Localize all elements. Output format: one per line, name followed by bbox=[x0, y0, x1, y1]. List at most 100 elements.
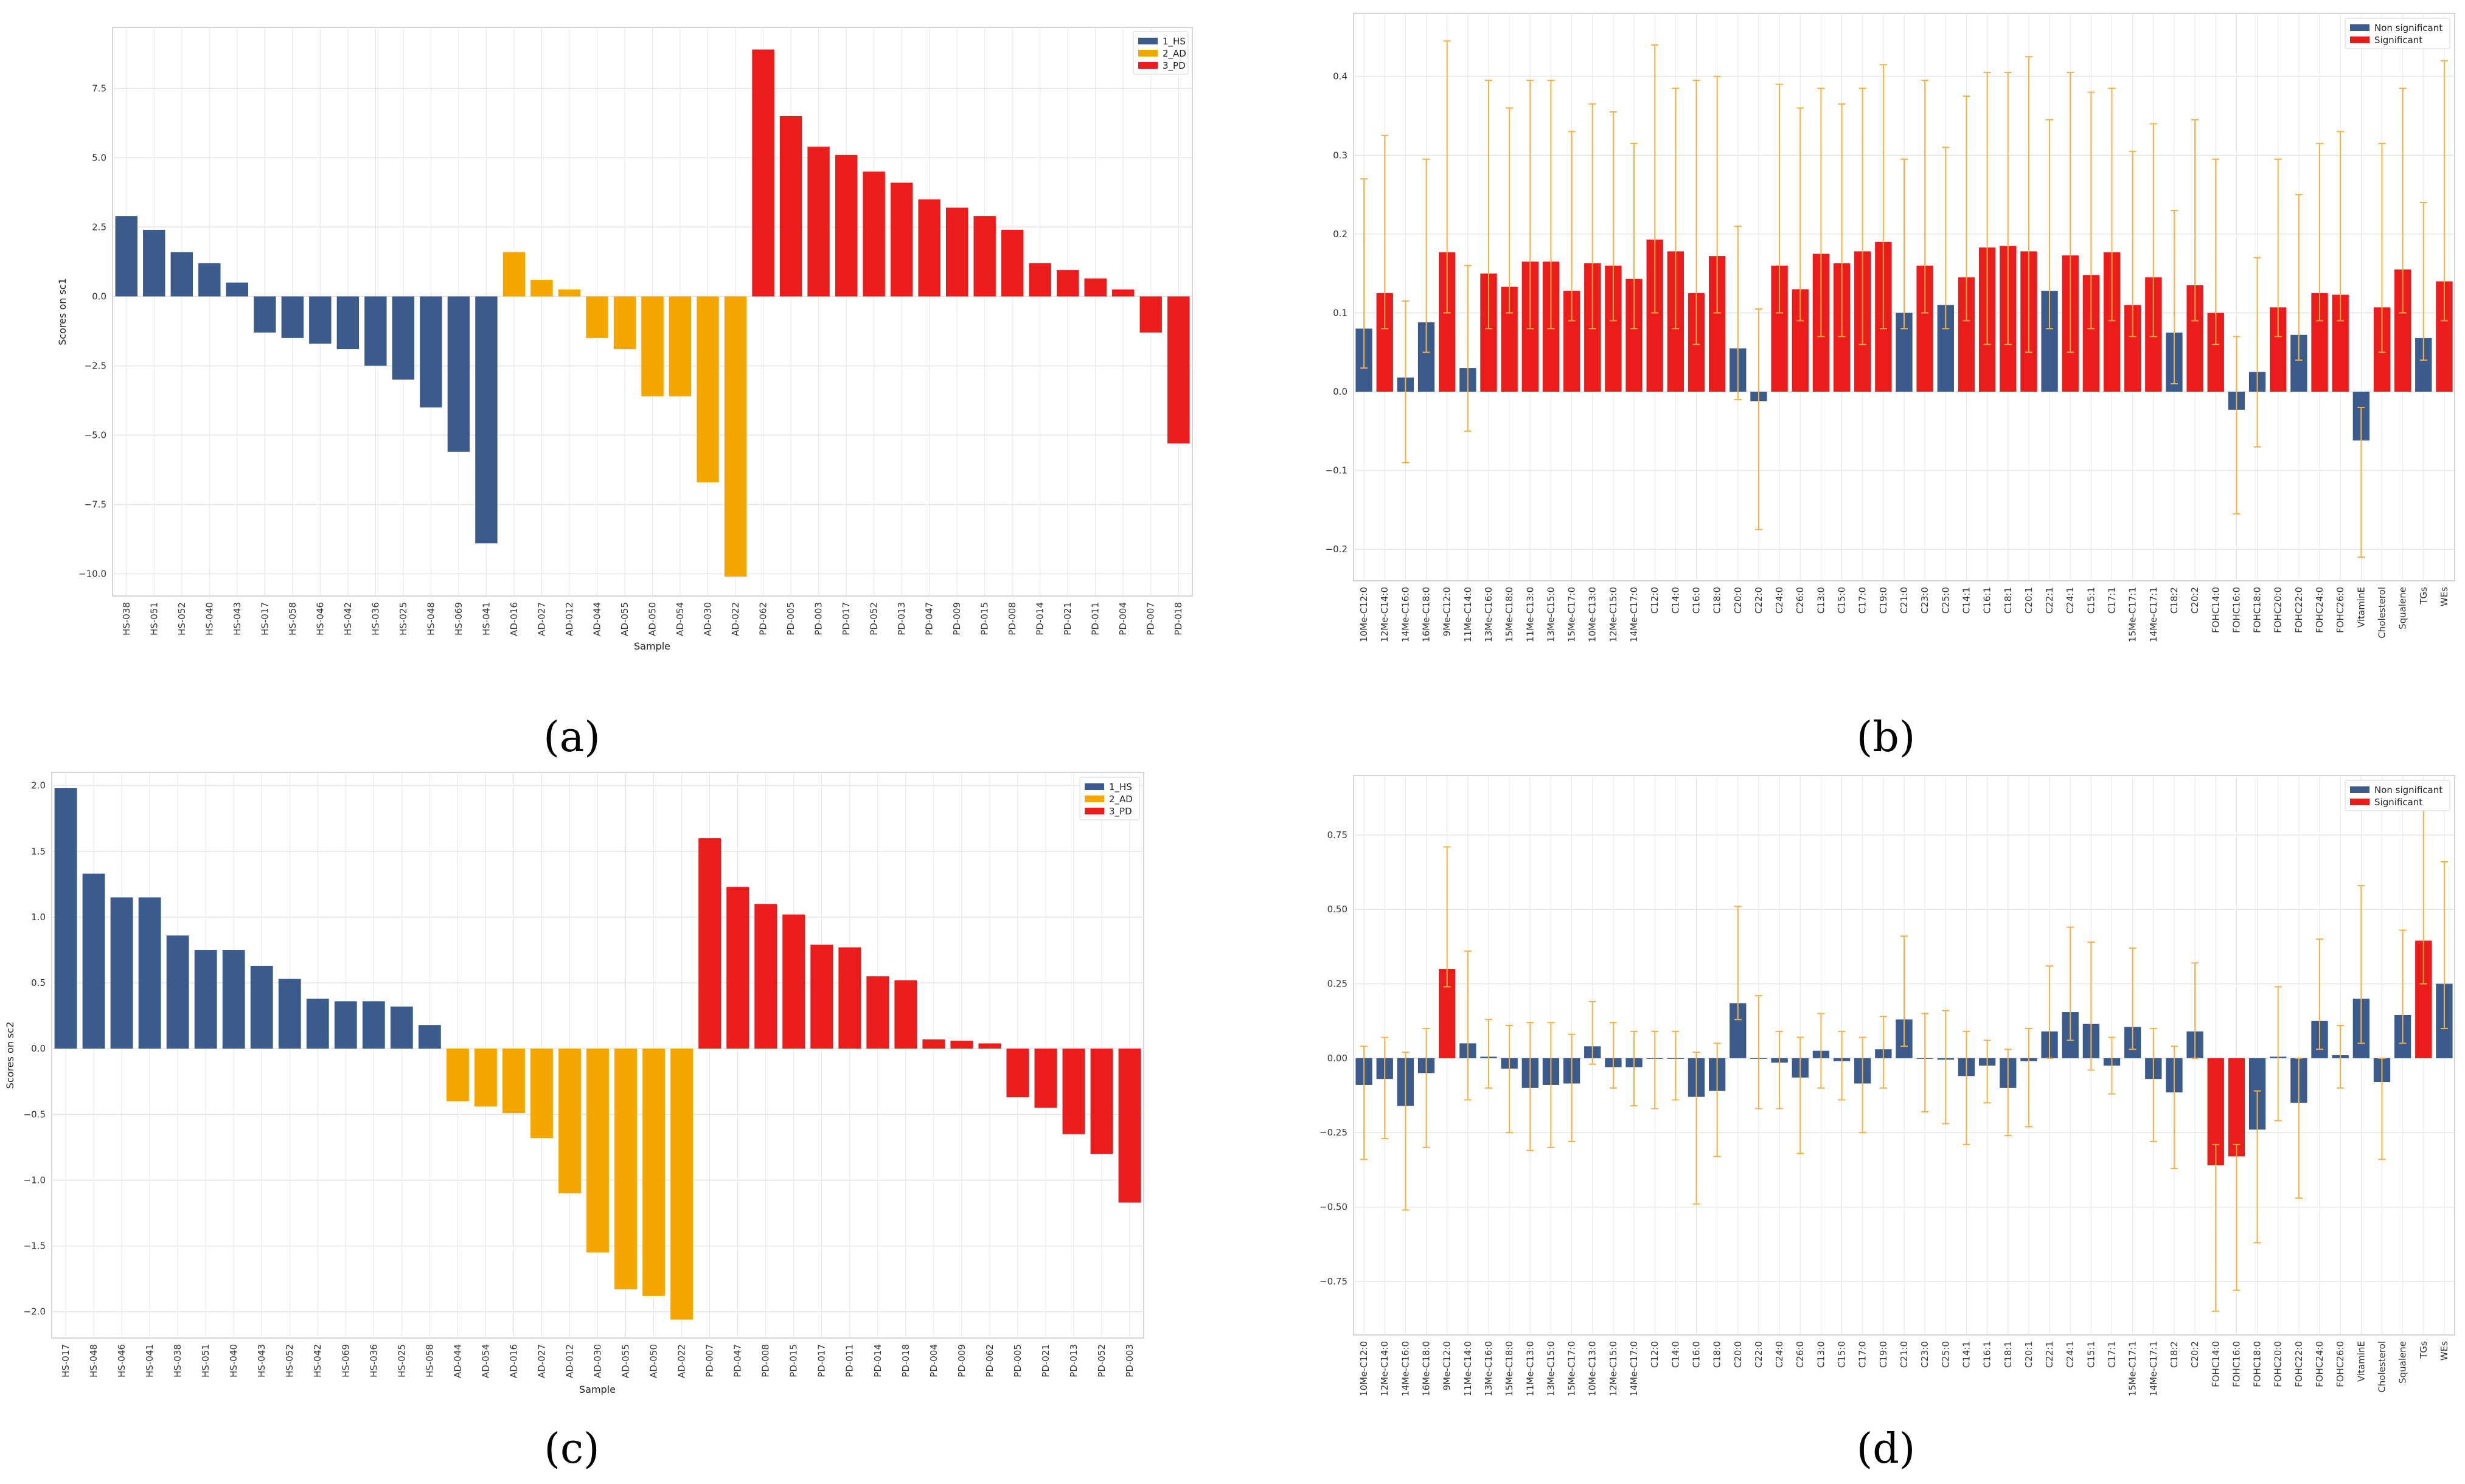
bar bbox=[82, 873, 105, 1049]
y-tick-label: 0.25 bbox=[1327, 979, 1347, 990]
legend-box bbox=[2345, 18, 2450, 49]
bar bbox=[170, 252, 193, 297]
x-tick-label: PD-052 bbox=[869, 602, 880, 636]
legend-label: 3_PD bbox=[1109, 806, 1132, 817]
x-tick-label: AD-022 bbox=[676, 1344, 687, 1378]
legend-swatch bbox=[1138, 38, 1158, 44]
bar bbox=[978, 1043, 1001, 1049]
bar bbox=[1139, 296, 1162, 333]
x-tick-label: C20:0 bbox=[1733, 1341, 1744, 1368]
y-tick-label: 0.4 bbox=[1333, 71, 1347, 82]
x-tick-label: AD-054 bbox=[480, 1344, 491, 1378]
x-tick-label: 12Me-C14:0 bbox=[1379, 1341, 1390, 1396]
x-tick-label: C22:1 bbox=[2044, 587, 2055, 614]
x-tick-label: HS-043 bbox=[256, 1344, 267, 1378]
x-tick-label: PD-005 bbox=[785, 602, 796, 636]
bar bbox=[724, 296, 747, 577]
y-tick-label: 2.5 bbox=[92, 221, 106, 232]
x-tick-label: 12Me-C15:0 bbox=[1608, 587, 1619, 642]
x-tick-label: C18:0 bbox=[1712, 1341, 1723, 1368]
x-tick-label: FOHC16:0 bbox=[2231, 1341, 2242, 1387]
legend-label: Non significant bbox=[2374, 785, 2442, 796]
x-tick-label: C26:0 bbox=[1795, 587, 1806, 614]
legend-label: 2_AD bbox=[1109, 794, 1133, 805]
legend-swatch bbox=[1085, 808, 1104, 814]
x-tick-label: C22:1 bbox=[2044, 1341, 2055, 1368]
bar bbox=[362, 1001, 385, 1049]
x-tick-label: PD-009 bbox=[951, 602, 962, 636]
x-tick-label: C14:0 bbox=[1670, 1341, 1681, 1368]
bar bbox=[336, 296, 360, 350]
legend-label: 1_HS bbox=[1109, 782, 1132, 793]
x-tick-label: TGs bbox=[2418, 587, 2429, 605]
x-tick-label: AD-030 bbox=[703, 602, 714, 636]
x-tick-label: C17:0 bbox=[1857, 587, 1868, 614]
bar bbox=[226, 282, 249, 297]
legend-swatch bbox=[2350, 24, 2369, 31]
x-tick-label: 13Me-C16:0 bbox=[1483, 587, 1494, 642]
x-tick-label: 15Me-C17:0 bbox=[1566, 587, 1577, 642]
y-tick-label: 0.50 bbox=[1327, 904, 1347, 915]
legend-label: Significant bbox=[2374, 35, 2422, 46]
y-tick-label: −0.75 bbox=[1319, 1276, 1347, 1287]
x-tick-label: HS-058 bbox=[287, 602, 298, 636]
x-tick-label: PD-004 bbox=[1118, 602, 1128, 636]
y-tick-label: 1.0 bbox=[31, 912, 46, 923]
x-tick-label: FOHC26:0 bbox=[2335, 1341, 2346, 1387]
x-tick-label: AD-027 bbox=[536, 1344, 547, 1378]
x-tick-label: 10Me-C12:0 bbox=[1358, 1341, 1369, 1396]
x-tick-label: C15:0 bbox=[1837, 1341, 1848, 1368]
bar bbox=[254, 296, 276, 333]
legend-label: Significant bbox=[2374, 797, 2422, 808]
bar bbox=[502, 1049, 525, 1114]
bar bbox=[110, 897, 133, 1049]
x-tick-label: FOHC22:0 bbox=[2293, 587, 2304, 633]
x-tick-label: HS-017 bbox=[60, 1344, 71, 1378]
x-tick-label: FOHC26:0 bbox=[2335, 587, 2346, 633]
x-tick-label: HS-040 bbox=[228, 1344, 239, 1378]
bar bbox=[475, 296, 498, 544]
x-tick-label: AD-055 bbox=[619, 602, 630, 636]
bar bbox=[447, 296, 470, 452]
x-tick-label: C24:1 bbox=[2065, 1341, 2076, 1368]
x-tick-label: PD-003 bbox=[813, 602, 824, 636]
x-tick-label: C18:2 bbox=[2169, 1341, 2180, 1368]
x-tick-label: C13:0 bbox=[1815, 1341, 1826, 1368]
bar bbox=[115, 216, 137, 297]
x-tick-label: C12:0 bbox=[1649, 1341, 1660, 1368]
x-tick-label: 14Me-C17:1 bbox=[2148, 587, 2159, 642]
x-tick-label: PD-021 bbox=[1040, 1344, 1051, 1378]
x-tick-label: FOHC20:0 bbox=[2273, 587, 2284, 633]
x-tick-label: 16Me-C18:0 bbox=[1421, 1341, 1432, 1396]
x-tick-label: PD-003 bbox=[1124, 1344, 1135, 1378]
y-tick-label: 0.0 bbox=[31, 1043, 46, 1054]
x-tick-label: Squalene bbox=[2397, 587, 2408, 629]
bar bbox=[198, 263, 221, 297]
bar bbox=[754, 904, 777, 1049]
x-tick-label: HS-069 bbox=[453, 602, 464, 636]
y-tick-label: 0.2 bbox=[1333, 229, 1347, 240]
x-tick-label: C14:1 bbox=[1961, 1341, 1972, 1368]
bar bbox=[390, 1006, 413, 1049]
bar bbox=[446, 1049, 469, 1101]
legend-label: Non significant bbox=[2374, 23, 2442, 33]
x-tick-label: HS-051 bbox=[200, 1344, 211, 1378]
x-tick-label: AD-054 bbox=[675, 602, 686, 636]
x-tick-label: HS-046 bbox=[315, 602, 325, 636]
bar bbox=[558, 1049, 581, 1194]
y-tick-label: −10.0 bbox=[78, 569, 106, 580]
bar bbox=[922, 1039, 945, 1049]
x-tick-label: AD-016 bbox=[508, 1344, 519, 1378]
x-tick-label: C21:0 bbox=[1899, 587, 1910, 614]
x-tick-label: 15Me-C18:0 bbox=[1504, 1341, 1515, 1396]
bar bbox=[502, 252, 526, 297]
bar bbox=[894, 980, 917, 1049]
x-tick-label: PD-011 bbox=[844, 1344, 855, 1378]
bar bbox=[782, 914, 805, 1049]
x-tick-label: FOHC22:0 bbox=[2293, 1341, 2304, 1387]
x-tick-label: C18:0 bbox=[1712, 587, 1723, 614]
x-tick-label: 15Me-C17:1 bbox=[2127, 1341, 2138, 1396]
x-tick-label: C22:0 bbox=[1753, 1341, 1764, 1368]
x-tick-label: TGs bbox=[2418, 1341, 2429, 1359]
